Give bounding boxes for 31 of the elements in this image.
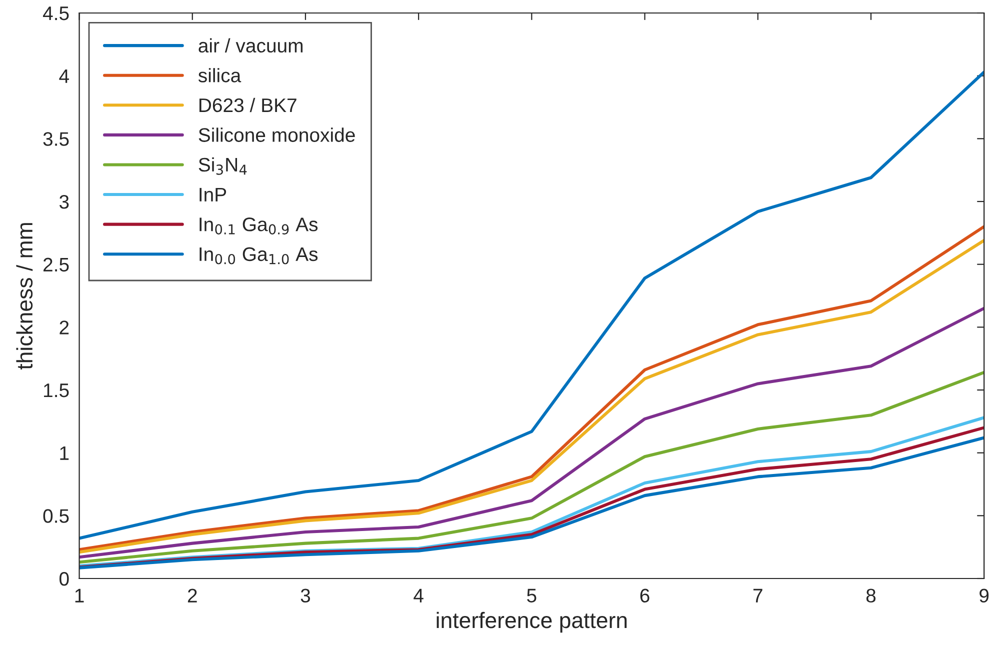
y-tick-label: 4 (59, 70, 69, 83)
legend-label: In$_{0.0}$ Ga$_{1.0}$ As (200, 247, 318, 264)
x-tick-label: 5 (527, 588, 536, 603)
x-tick-label: 6 (640, 588, 650, 603)
x-tick-label: 3 (300, 588, 310, 603)
legend-label: air / vacuum (198, 38, 303, 53)
legend-label: Silicone monoxide (198, 128, 355, 142)
x-tick-label: 2 (188, 588, 197, 602)
legend-label: InP (200, 188, 226, 202)
y-axis-title: thickness / mm (16, 223, 33, 370)
y-tick-label: 0.5 (43, 509, 69, 523)
legend-label: Si$_{3}$N$_{4}$ (198, 157, 247, 175)
x-axis-title: interference pattern (436, 612, 627, 633)
y-tick-label: 0 (60, 572, 69, 586)
y-tick-label: 4.5 (42, 6, 69, 20)
line-series (79, 370, 984, 564)
line-series (79, 306, 984, 559)
y-tick-label: 1 (60, 446, 69, 460)
x-tick-label: 4 (414, 588, 424, 602)
legend-label: D623 / BK7 (199, 98, 296, 112)
y-tick-label: 3.5 (43, 132, 69, 146)
legend-label: In$_{0.1}$ Ga$_{0.9}$ As (200, 218, 318, 234)
x-tick-label: 1 (75, 588, 84, 602)
x-tick-label: 7 (753, 588, 762, 602)
legend-label: silica (198, 68, 242, 82)
x-tick-label: 9 (980, 588, 989, 603)
x-tick-label: 8 (866, 588, 876, 603)
y-tick-label: 2.5 (44, 258, 69, 272)
y-tick-label: 1.5 (44, 384, 69, 398)
y-tick-label: 3 (59, 194, 69, 209)
y-tick-label: 2 (60, 320, 69, 334)
